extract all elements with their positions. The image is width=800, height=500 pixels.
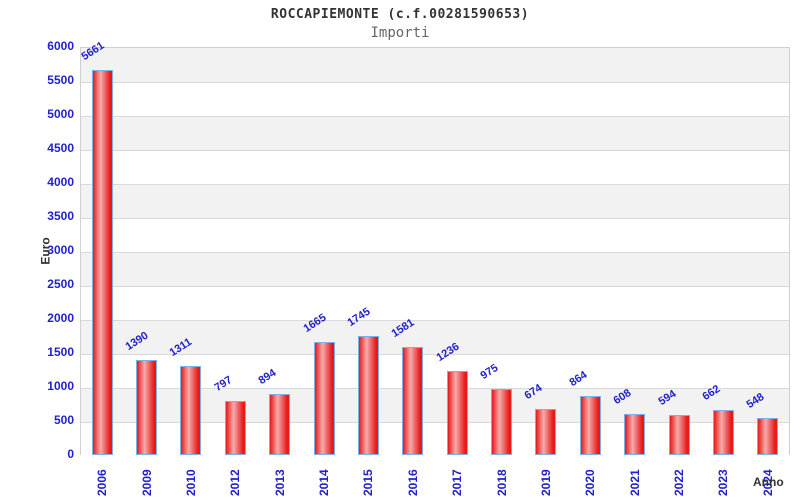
plot-band [81, 184, 789, 218]
bar-2006 [91, 70, 113, 455]
x-tick-2022: 2022 [672, 469, 687, 496]
x-tick-2017: 2017 [450, 469, 465, 496]
bar-2021 [624, 413, 646, 455]
bar-2024 [757, 417, 779, 455]
bar-2012 [224, 400, 246, 455]
gridline [81, 422, 789, 423]
bar-2009 [136, 360, 158, 455]
y-tick-3500: 3500 [47, 209, 74, 223]
gridline [81, 252, 789, 253]
bar-2023 [712, 409, 734, 455]
bar-2016 [402, 347, 424, 455]
y-tick-3000: 3000 [47, 243, 74, 257]
x-tick-2020: 2020 [583, 469, 598, 496]
plot-band [81, 48, 789, 82]
gridline [81, 116, 789, 117]
x-tick-2015: 2015 [361, 469, 376, 496]
x-tick-2006: 2006 [95, 469, 110, 496]
x-tick-2014: 2014 [317, 469, 332, 496]
gridline [81, 388, 789, 389]
y-tick-2000: 2000 [47, 311, 74, 325]
plot-band [81, 82, 789, 116]
gridline [81, 286, 789, 287]
bar-2010 [180, 365, 202, 455]
gridline [81, 354, 789, 355]
y-tick-4000: 4000 [47, 175, 74, 189]
x-tick-2012: 2012 [228, 469, 243, 496]
plot-band [81, 286, 789, 320]
plot-band [81, 116, 789, 150]
x-tick-2009: 2009 [139, 469, 154, 496]
y-tick-0: 0 [67, 447, 74, 461]
y-tick-1500: 1500 [47, 345, 74, 359]
x-tick-2018: 2018 [494, 469, 509, 496]
bar-2022 [668, 414, 690, 455]
bar-2015 [357, 336, 379, 455]
bar-2017 [446, 370, 468, 455]
gridline [81, 150, 789, 151]
gridline [81, 218, 789, 219]
chart-title: ROCCAPIEMONTE (c.f.00281590653) [270, 7, 530, 22]
gridline [81, 320, 789, 321]
plot-band [81, 320, 789, 354]
x-tick-2023: 2023 [716, 469, 731, 496]
y-tick-1000: 1000 [47, 379, 74, 393]
bar-2018 [491, 388, 513, 455]
bar-2013 [269, 394, 291, 455]
x-tick-2013: 2013 [272, 469, 287, 496]
y-tick-500: 500 [53, 413, 74, 427]
x-tick-2019: 2019 [538, 469, 553, 496]
plot-band [81, 252, 789, 286]
gridline [81, 184, 789, 185]
plot-band [81, 218, 789, 252]
y-tick-5000: 5000 [47, 107, 74, 121]
x-tick-2010: 2010 [183, 469, 198, 496]
y-tick-4500: 4500 [47, 141, 74, 155]
plot-band [81, 150, 789, 184]
bar-2014 [313, 341, 335, 455]
gridline [81, 82, 789, 83]
bar-2020 [579, 396, 601, 455]
y-tick-6000: 6000 [47, 39, 74, 53]
x-axis-title: Anno [753, 475, 784, 489]
chart-subtitle: Importi [370, 25, 430, 41]
bar-2019 [535, 409, 557, 455]
y-tick-2500: 2500 [47, 277, 74, 291]
y-axis-title: Euro [38, 237, 53, 265]
x-tick-2016: 2016 [405, 469, 420, 496]
x-tick-2021: 2021 [627, 469, 642, 496]
y-tick-5500: 5500 [47, 73, 74, 87]
